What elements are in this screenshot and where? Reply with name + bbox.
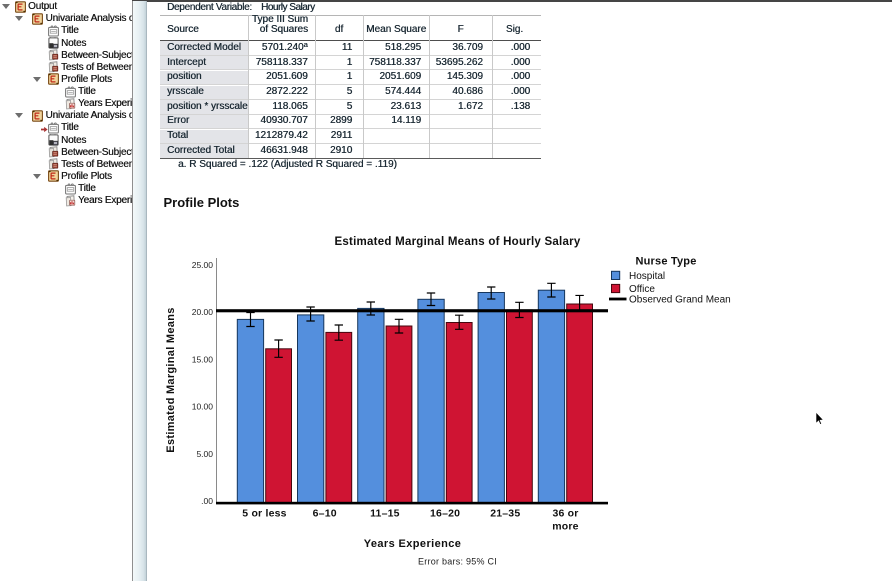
svg-text:5.00: 5.00: [196, 449, 213, 459]
svg-text:Estimated Marginal Means: Estimated Marginal Means: [165, 307, 177, 452]
svg-text:25.00: 25.00: [192, 260, 214, 270]
svg-text:Office: Office: [629, 284, 655, 295]
svg-text:5 or less: 5 or less: [242, 508, 286, 520]
svg-text:Years Experience: Years Experience: [364, 538, 462, 550]
svg-text:6–10: 6–10: [313, 508, 337, 520]
svg-text:Hospital: Hospital: [629, 271, 665, 282]
svg-text:21–35: 21–35: [490, 508, 520, 520]
svg-text:36 or: 36 or: [552, 508, 578, 520]
svg-text:20.00: 20.00: [192, 307, 214, 317]
svg-text:.00: .00: [201, 496, 213, 506]
svg-text:16–20: 16–20: [430, 508, 460, 520]
svg-text:Estimated Marginal Means of Ho: Estimated Marginal Means of Hourly Salar…: [334, 236, 580, 248]
svg-text:Observed Grand Mean: Observed Grand Mean: [629, 294, 731, 305]
svg-text:Error bars: 95% CI: Error bars: 95% CI: [418, 557, 497, 567]
svg-text:Nurse Type: Nurse Type: [635, 256, 696, 268]
svg-text:more: more: [552, 521, 578, 533]
svg-text:11–15: 11–15: [370, 508, 400, 520]
svg-text:10.00: 10.00: [192, 402, 214, 412]
svg-text:15.00: 15.00: [192, 354, 214, 364]
